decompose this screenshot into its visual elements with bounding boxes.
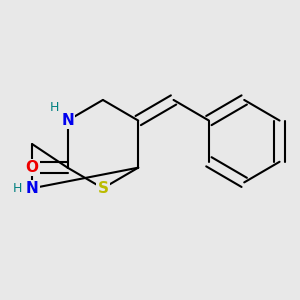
Text: N: N [26,181,39,196]
Text: O: O [26,160,39,175]
Text: H: H [13,182,22,195]
Text: S: S [98,181,108,196]
Text: N: N [61,113,74,128]
Text: H: H [50,101,59,114]
